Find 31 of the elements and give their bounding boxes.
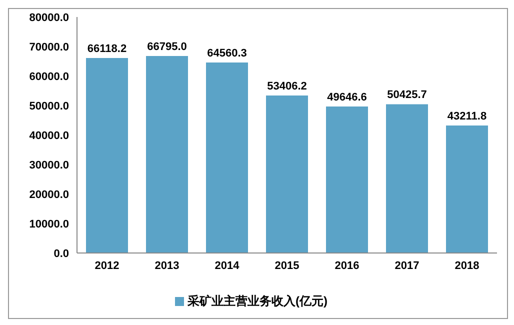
y-tick-label: 30000.0	[29, 159, 69, 172]
x-tick-label: 2018	[454, 260, 480, 272]
bar	[146, 56, 188, 253]
text: 50425.7	[387, 89, 427, 102]
y-tick-label: 80000.0	[29, 12, 69, 24]
y-tick-label: 0.0	[54, 248, 69, 260]
text: 66795.0	[147, 40, 187, 53]
text: 49646.6	[327, 92, 367, 104]
y-tick-label: 10000.0	[29, 218, 69, 230]
bar	[266, 95, 308, 253]
x-tick-label: 2014	[214, 260, 240, 272]
bar	[86, 58, 128, 253]
x-tick-label: 2016	[334, 260, 360, 272]
x-tick-label: 2013	[154, 260, 180, 272]
bar	[446, 126, 488, 253]
text: 43211.8	[447, 110, 487, 123]
y-tick-label: 70000.0	[29, 41, 69, 54]
y-tick-label: 50000.0	[29, 100, 69, 112]
y-tick-label: 60000.0	[29, 70, 69, 83]
x-tick-label: 2017	[394, 260, 420, 272]
y-tick-label: 20000.0	[29, 188, 69, 201]
x-tick-label: 2012	[94, 260, 120, 272]
bar	[206, 62, 248, 253]
text: 66118.2	[87, 42, 127, 55]
text: 53406.2	[267, 80, 307, 92]
y-tick-label: 40000.0	[29, 130, 69, 142]
bar	[386, 104, 428, 253]
legend-label: 采矿业主营业务收入(亿元)	[188, 294, 328, 308]
bar	[326, 106, 368, 253]
x-tick-label: 2015	[274, 260, 300, 272]
text: 64560.3	[207, 48, 247, 60]
